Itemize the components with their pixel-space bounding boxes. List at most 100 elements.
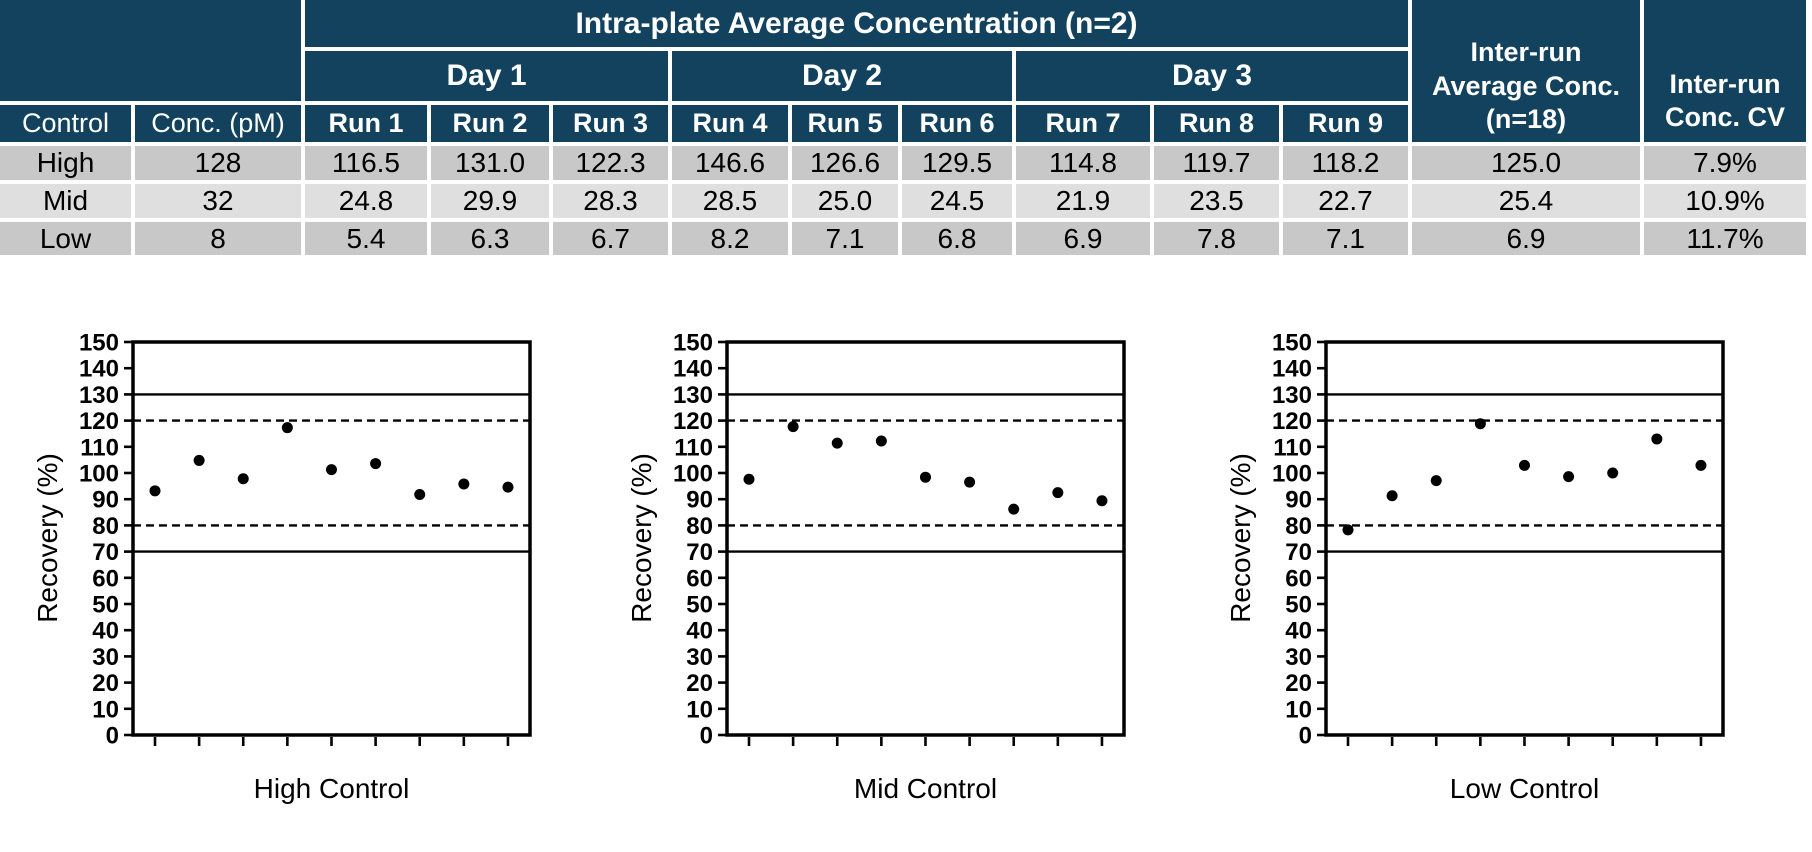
cell-mid-interavg: 25.4 (1412, 184, 1640, 218)
cell-mid-run6: 24.5 (902, 184, 1012, 218)
cell-high-run4: 146.6 (672, 146, 788, 180)
header-day-1: Day 1 (305, 51, 668, 101)
cell-low-interavg: 6.9 (1412, 222, 1640, 255)
cell-mid-run7: 21.9 (1016, 184, 1150, 218)
data-point (149, 485, 161, 497)
y-tick-label: 150 (79, 330, 119, 357)
cell-low-control: Low (0, 222, 131, 255)
y-tick-label: 100 (79, 461, 119, 488)
y-axis-title: Recovery (%) (1225, 453, 1256, 623)
data-point (458, 478, 470, 490)
cell-mid-run4: 28.5 (672, 184, 788, 218)
header-run-5: Run 5 (792, 105, 898, 142)
data-point (1607, 467, 1619, 479)
header-run-8: Run 8 (1154, 105, 1279, 142)
cell-low-conc: 8 (135, 222, 301, 255)
cell-low-run3: 6.7 (553, 222, 668, 255)
table-title: Intra-plate Average Concentration (n=2) (305, 0, 1408, 47)
recovery-chart-high-control: 0 10 20 30 40 50 60 70 80 90 100 110 120 130 140 150 Hig… (0, 290, 620, 850)
plot-box (131, 340, 532, 737)
cell-high-run2: 131.0 (431, 146, 549, 180)
y-tick-label: 60 (92, 565, 119, 592)
header-run-6: Run 6 (902, 105, 1012, 142)
y-tick-label: 100 (1272, 461, 1312, 488)
y-tick-label: 30 (686, 644, 713, 671)
cell-high-run5: 126.6 (792, 146, 898, 180)
data-point (1518, 459, 1530, 471)
header-control: Control (0, 105, 131, 142)
y-tick-label: 50 (1285, 592, 1312, 619)
y-tick-label: 150 (673, 330, 713, 357)
y-tick-label: 130 (1272, 382, 1312, 409)
y-tick-label: 0 (700, 723, 713, 750)
y-tick-label: 90 (1285, 487, 1312, 514)
plot-box (1324, 340, 1725, 737)
cell-mid-run9: 22.7 (1283, 184, 1408, 218)
cell-low-run8: 7.8 (1154, 222, 1279, 255)
cell-low-run2: 6.3 (431, 222, 549, 255)
cell-mid-control: Mid (0, 184, 131, 218)
table-corner-cell (0, 0, 301, 101)
data-point (831, 437, 843, 449)
header-conc: Conc. (pM) (135, 105, 301, 142)
cell-mid-run1: 24.8 (305, 184, 427, 218)
cell-low-run9: 7.1 (1283, 222, 1408, 255)
data-point (281, 422, 293, 434)
cell-mid-run5: 25.0 (792, 184, 898, 218)
header-run-2: Run 2 (431, 105, 549, 142)
y-tick-label: 60 (686, 565, 713, 592)
y-tick-label: 0 (1299, 723, 1312, 750)
cell-low-run1: 5.4 (305, 222, 427, 255)
recovery-charts: 0 10 20 30 40 50 60 70 80 90 100 110 120 130 140 150 Hig… (0, 255, 1812, 852)
cell-mid-conc: 32 (135, 184, 301, 218)
y-tick-label: 30 (92, 644, 119, 671)
header-run-4: Run 4 (672, 105, 788, 142)
data-point (1430, 475, 1442, 487)
recovery-chart-low-control: 0 10 20 30 40 50 60 70 80 90 100 110 120 130 140 150 Low… (1193, 290, 1812, 850)
cell-low-run6: 6.8 (902, 222, 1012, 255)
cell-high-run8: 119.7 (1154, 146, 1279, 180)
y-tick-label: 80 (92, 513, 119, 540)
data-point (414, 488, 426, 500)
y-tick-label: 10 (92, 696, 119, 723)
y-tick-label: 90 (686, 487, 713, 514)
header-day-2: Day 2 (672, 51, 1012, 101)
cell-high-cv: 7.9% (1644, 146, 1806, 180)
cell-mid-run3: 28.3 (553, 184, 668, 218)
data-point (237, 473, 249, 485)
data-point (1096, 495, 1108, 507)
y-tick-label: 80 (1285, 513, 1312, 540)
cell-low-cv: 11.7% (1644, 222, 1806, 255)
y-tick-label: 70 (92, 539, 119, 566)
header-run-1: Run 1 (305, 105, 427, 142)
data-point (787, 421, 799, 433)
y-tick-label: 50 (686, 592, 713, 619)
y-tick-label: 110 (674, 434, 713, 461)
y-tick-label: 20 (686, 670, 713, 697)
y-tick-label: 20 (92, 670, 119, 697)
cell-high-run1: 116.5 (305, 146, 427, 180)
y-tick-label: 40 (1285, 618, 1312, 645)
y-axis-title: Recovery (%) (626, 453, 657, 623)
x-axis-title: Low Control (1450, 773, 1599, 804)
y-tick-label: 10 (686, 696, 713, 723)
data-point (1474, 418, 1486, 430)
data-point (919, 471, 931, 483)
cell-low-run7: 6.9 (1016, 222, 1150, 255)
data-point (1563, 471, 1575, 483)
data-point (1342, 524, 1354, 536)
y-tick-label: 40 (686, 618, 713, 645)
data-point (1386, 490, 1398, 502)
cell-high-run6: 129.5 (902, 146, 1012, 180)
data-point (875, 435, 887, 447)
y-axis-title: Recovery (%) (32, 453, 63, 623)
y-tick-label: 80 (686, 513, 713, 540)
y-tick-label: 30 (1285, 644, 1312, 671)
y-tick-label: 140 (673, 356, 713, 383)
data-point (1052, 487, 1064, 499)
cell-mid-cv: 10.9% (1644, 184, 1806, 218)
data-point (1695, 459, 1707, 471)
